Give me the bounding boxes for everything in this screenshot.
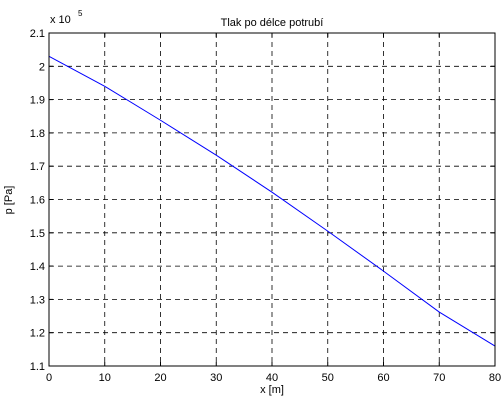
- y-tick-label: 1.3: [30, 294, 45, 306]
- x-tick-label: 0: [46, 372, 52, 384]
- y-axis-label: p [Pa]: [3, 186, 15, 215]
- grid-lines: [49, 33, 495, 366]
- x-tick-label: 80: [489, 372, 501, 384]
- y-exponent-base: x 10: [50, 14, 71, 26]
- x-tick-label: 30: [210, 372, 222, 384]
- y-tick-label: 1.2: [30, 328, 45, 340]
- pressure-series-line: [48, 55, 496, 347]
- axis-ticks: [48, 32, 496, 367]
- y-exponent-power: 5: [78, 9, 83, 18]
- x-tick-label: 10: [99, 372, 111, 384]
- x-tick-label: 20: [154, 372, 166, 384]
- y-tick-label: 1.5: [30, 228, 45, 240]
- y-tick-label: 1.8: [30, 128, 45, 140]
- chart-title: Tlak po délce potrubí: [221, 17, 324, 29]
- x-tick-label: 40: [266, 372, 278, 384]
- y-tick-label: 2.1: [30, 28, 45, 40]
- y-tick-label: 1.9: [30, 95, 45, 107]
- x-tick-label: 50: [322, 372, 334, 384]
- x-tick-label: 70: [433, 372, 445, 384]
- series-lines: [48, 55, 496, 347]
- y-tick-label: 1.1: [30, 361, 45, 373]
- x-tick-label: 60: [377, 372, 389, 384]
- y-tick-label: 1.4: [30, 261, 45, 273]
- y-tick-label: 1.6: [30, 195, 45, 207]
- y-tick-label: 2: [39, 61, 45, 73]
- y-tick-label: 1.7: [30, 161, 45, 173]
- x-axis-label: x [m]: [260, 384, 284, 396]
